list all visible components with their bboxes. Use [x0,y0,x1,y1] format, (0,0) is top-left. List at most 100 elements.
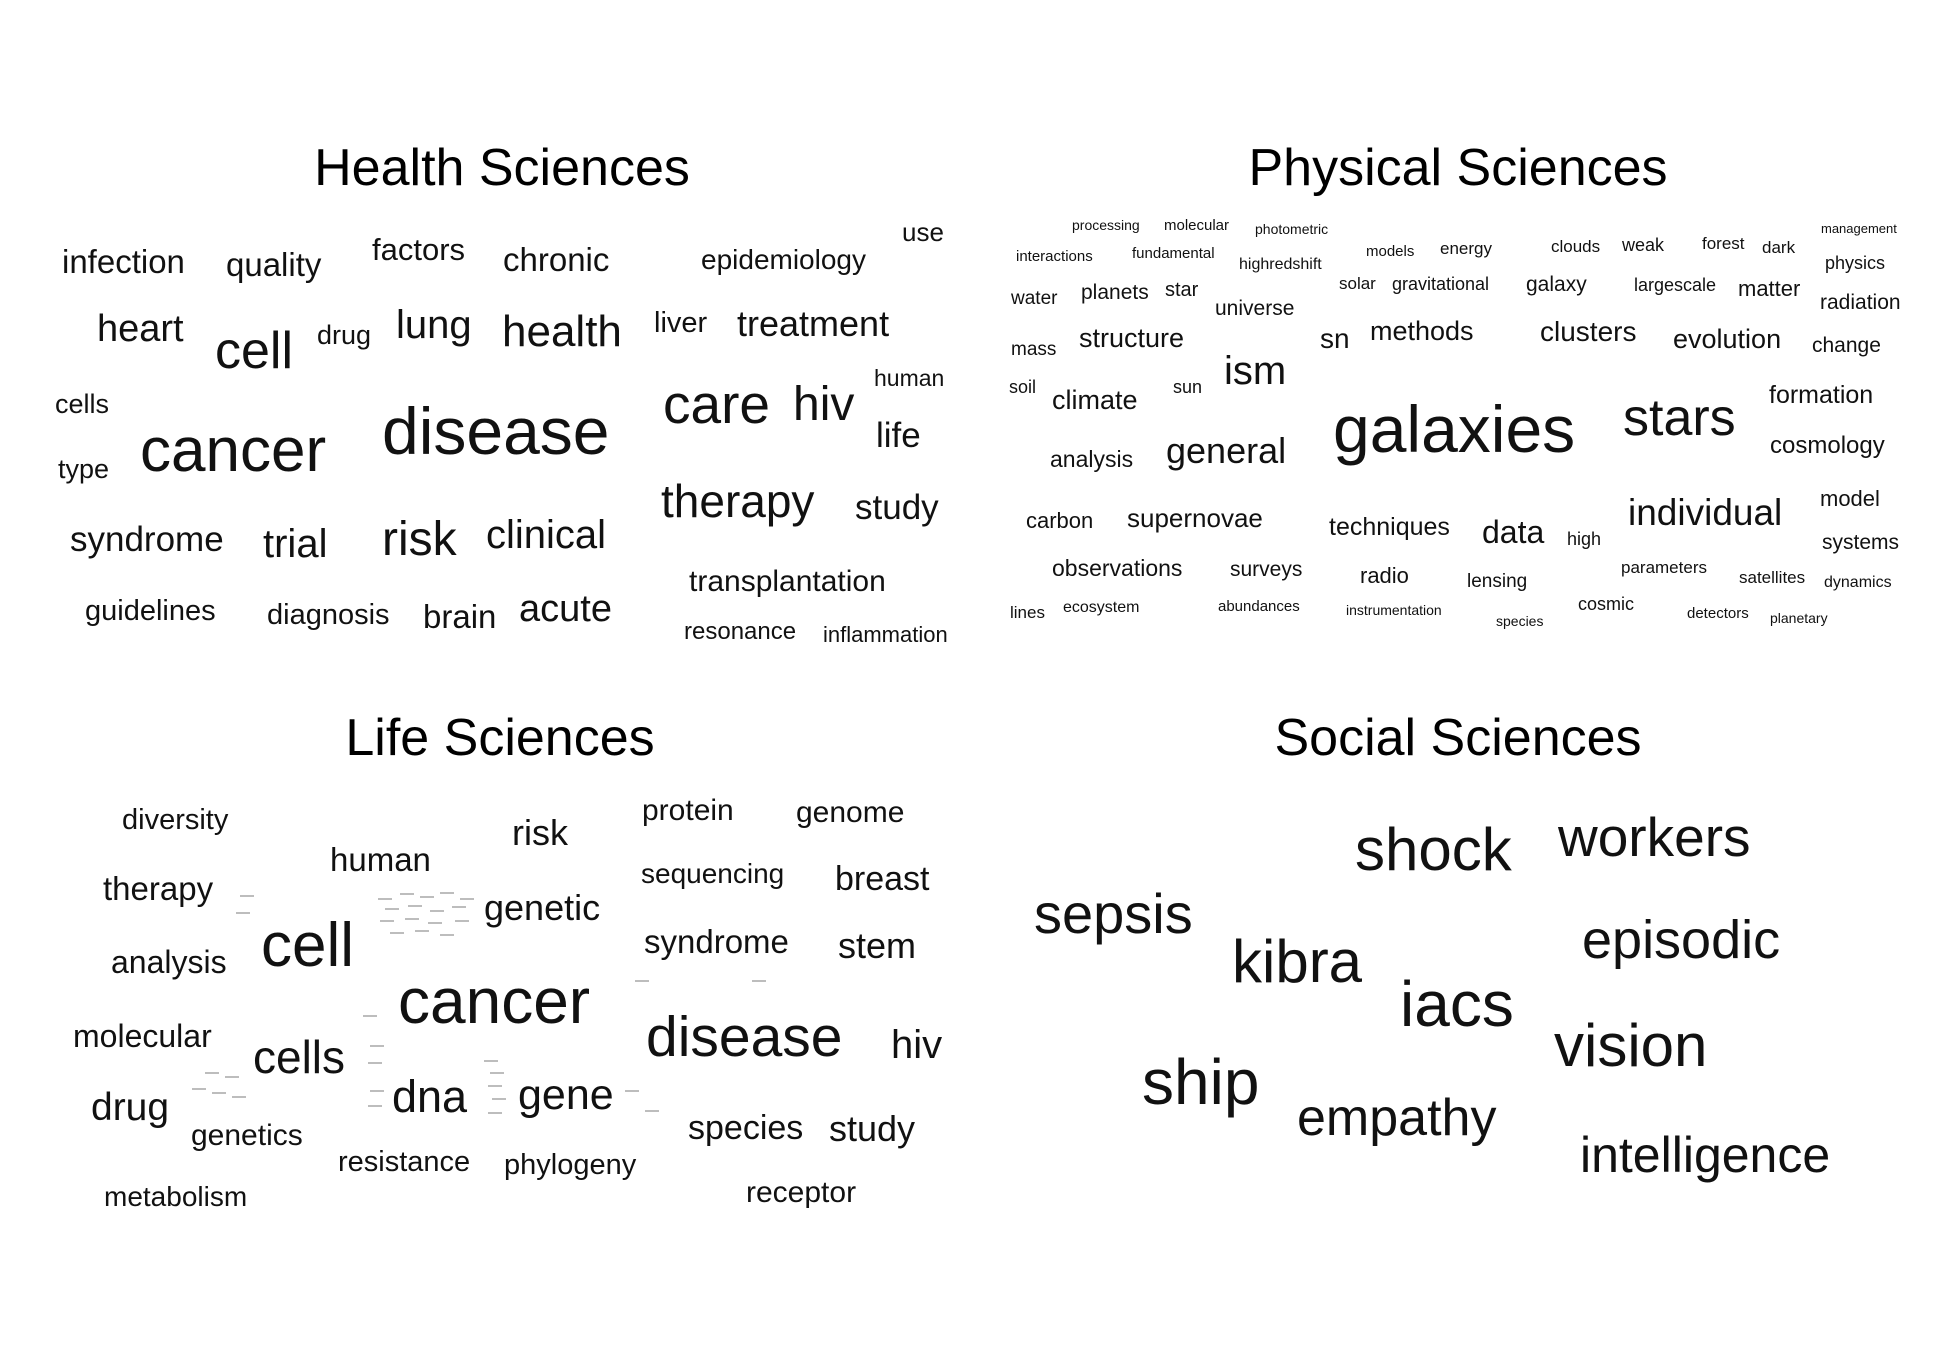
word: type [58,454,110,484]
word: star [1165,279,1199,301]
word: workers [1558,806,1751,868]
word: systems [1822,531,1900,554]
word: observations [1052,555,1183,581]
word: cancer [398,965,591,1037]
word: risk [512,812,568,853]
word: evolution [1673,324,1782,354]
word: metabolism [104,1181,248,1212]
word: protein [642,794,734,827]
word: shock [1355,816,1512,883]
word: diagnosis [267,599,390,631]
word: syndrome [70,520,224,559]
word: structure [1079,323,1185,353]
word: sepsis [1034,882,1193,945]
word: clinical [486,513,607,557]
word: iacs [1400,968,1514,1040]
word: water [1011,288,1058,309]
word: breast [835,860,930,898]
word: cancer [140,416,327,485]
word: phylogeny [504,1149,637,1181]
word: gravitational [1392,274,1490,294]
word: genetics [191,1119,303,1152]
word: brain [423,598,497,635]
word: trial [263,522,328,566]
word: factors [372,232,466,267]
word: human [330,841,431,878]
word: weak [1622,235,1665,255]
word: highredshift [1239,256,1322,273]
word: disease [646,1005,843,1069]
word: galaxies [1333,392,1576,466]
word: supernovae [1127,503,1263,533]
word: health [502,307,622,356]
panel-title: Social Sciences [1274,709,1642,767]
word: therapy [661,475,815,527]
word: life [876,416,921,455]
word: dynamics [1824,574,1892,591]
word: dark [1762,238,1796,257]
panel-title: Life Sciences [345,709,655,767]
word: chronic [503,241,610,278]
word: cell [215,322,294,380]
panel-title: Physical Sciences [1248,139,1668,197]
word: guidelines [85,595,216,627]
word: therapy [103,870,214,907]
word: radiation [1820,291,1901,314]
word: drug [91,1086,170,1129]
word: models [1366,243,1415,260]
word: care [663,373,770,435]
word: physics [1825,253,1886,273]
word: diversity [122,804,229,836]
word: cell [261,911,355,980]
word: parameters [1621,558,1707,577]
word: quality [226,246,322,283]
word: use [902,217,944,247]
word: forest [1702,234,1745,253]
word: mass [1011,339,1057,360]
word: solar [1339,274,1376,293]
word: cells [253,1031,346,1083]
word: resonance [684,618,797,645]
word: sun [1173,377,1203,397]
word: cosmology [1770,432,1885,459]
word: transplantation [689,565,886,598]
word: genetic [484,887,601,928]
word: stem [838,925,917,966]
word: molecular [1164,217,1230,234]
word: change [1812,334,1881,357]
word: methods [1370,316,1474,346]
word: syndrome [644,923,789,960]
word: sequencing [641,858,785,889]
word: high [1567,529,1602,549]
word: study [829,1108,916,1149]
word: lung [396,303,472,347]
word: cells [55,389,110,419]
word: instrumentation [1346,602,1442,618]
word: sn [1320,323,1350,354]
word: planetary [1770,610,1828,626]
word: dna [392,1071,468,1122]
word: photometric [1255,221,1329,237]
word: model [1820,486,1880,511]
word: surveys [1230,558,1303,581]
word: disease [382,394,610,468]
word: energy [1440,239,1492,258]
word: epidemiology [701,244,866,275]
word: data [1482,514,1545,550]
word: matter [1738,276,1801,301]
word: planets [1081,281,1149,304]
word: molecular [73,1018,212,1054]
word: techniques [1329,513,1450,541]
word: soil [1009,377,1037,397]
word: drug [317,320,372,350]
word: interactions [1016,248,1093,265]
word: universe [1215,297,1295,320]
word: episodic [1582,910,1781,970]
word: species [688,1109,804,1147]
word: detectors [1687,605,1749,622]
word: formation [1769,381,1874,409]
word: general [1166,430,1287,471]
word: lines [1010,603,1045,622]
word: radio [1360,563,1409,588]
word: analysis [111,944,227,980]
